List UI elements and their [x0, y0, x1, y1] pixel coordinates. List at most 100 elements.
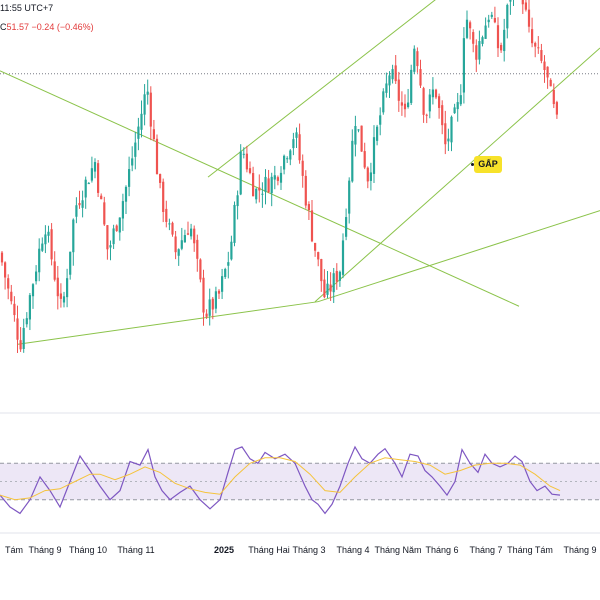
candle-body-9 — [28, 295, 31, 320]
candle-body-132 — [410, 69, 413, 103]
candle-body-168 — [521, 0, 524, 5]
x-tick-label: Tám — [5, 545, 23, 555]
candle-body-107 — [332, 273, 335, 293]
x-tick-label: 2025 — [213, 545, 235, 555]
candle-body-174 — [540, 50, 543, 61]
rsi-line — [0, 445, 561, 515]
candle-body-163 — [506, 4, 509, 29]
x-tick-label: Tháng Năm — [374, 545, 422, 555]
candle-body-98 — [304, 175, 307, 206]
candle-body-142 — [441, 105, 444, 126]
alert-badge[interactable]: GẤP — [474, 156, 502, 173]
candle-body-11 — [35, 271, 38, 282]
candle-body-117 — [363, 151, 366, 168]
x-tick-label: Tháng Tám — [507, 545, 553, 555]
candle-body-49 — [152, 129, 155, 140]
candle-body-29 — [90, 168, 93, 181]
quote-close: 51.57 — [6, 22, 30, 32]
candle-body-13 — [41, 243, 44, 251]
candle-body-147 — [456, 102, 459, 110]
candle-body-55 — [171, 222, 174, 235]
candle-body-82 — [255, 188, 258, 200]
trendline-2 — [207, 0, 436, 178]
candle-body-85 — [264, 176, 267, 192]
candle-body-19 — [59, 293, 62, 299]
candle-body-128 — [397, 79, 400, 101]
candle-body-141 — [438, 96, 441, 108]
x-tick-label: Tháng 3 — [292, 545, 326, 555]
candle-body-1 — [4, 262, 7, 278]
candle-body-133 — [413, 48, 416, 72]
candle-body-102 — [317, 252, 320, 260]
candle-body-123 — [382, 91, 385, 113]
candle-body-137 — [425, 114, 428, 116]
candle-body-67 — [208, 299, 211, 316]
candle-body-42 — [131, 158, 134, 166]
candle-body-126 — [391, 69, 394, 80]
candle-body-100 — [310, 210, 314, 242]
candle-body-80 — [248, 168, 252, 173]
trendline-3 — [314, 47, 600, 303]
candle-body-162 — [503, 29, 506, 52]
candle-body-25 — [78, 203, 81, 206]
candle-body-169 — [524, 2, 527, 10]
candle-body-90 — [279, 172, 283, 183]
candle-body-175 — [543, 61, 546, 70]
candle-body-79 — [245, 153, 248, 170]
candle-body-88 — [273, 175, 276, 180]
candle-body-59 — [183, 235, 186, 243]
candle-body-153 — [475, 45, 478, 60]
candle-body-77 — [239, 151, 242, 195]
candle-body-136 — [422, 88, 425, 115]
x-tick-label: Tháng Hai — [248, 545, 290, 555]
trendline-1 — [17, 301, 319, 345]
candle-body-84 — [261, 193, 264, 195]
quote-change: −0.24 (−0.46%) — [31, 22, 94, 32]
candle-body-177 — [549, 79, 552, 87]
candle-body-62 — [193, 228, 196, 244]
candle-body-112 — [348, 180, 351, 214]
candle-body-97 — [301, 160, 304, 176]
candle-body-27 — [84, 179, 87, 198]
candle-body-160 — [496, 25, 500, 49]
candle-body-74 — [230, 241, 233, 260]
candle-body-93 — [289, 150, 292, 160]
candle-body-33 — [103, 202, 106, 225]
candle-body-36 — [112, 228, 115, 245]
candle-body-109 — [338, 271, 341, 281]
candle-body-47 — [146, 91, 149, 95]
candle-body-0 — [0, 252, 4, 263]
candle-body-71 — [221, 276, 224, 292]
price-pane — [0, 0, 600, 353]
candle-body-63 — [196, 239, 199, 259]
candle-body-5 — [16, 318, 19, 340]
candle-body-21 — [66, 278, 69, 298]
candle-body-17 — [53, 261, 56, 280]
candle-body-115 — [357, 129, 360, 131]
candle-body-87 — [270, 176, 273, 194]
candle-body-120 — [372, 137, 376, 174]
candle-body-130 — [403, 103, 407, 110]
candle-body-31 — [97, 163, 100, 193]
candle-body-26 — [81, 200, 84, 208]
candle-body-24 — [75, 205, 78, 217]
candle-body-78 — [242, 153, 245, 155]
x-tick-label: Tháng 6 — [425, 545, 459, 555]
candle-body-161 — [500, 44, 503, 51]
candle-body-113 — [351, 140, 354, 182]
candle-body-148 — [459, 95, 462, 105]
candle-body-86 — [267, 178, 270, 193]
candle-body-131 — [407, 102, 410, 108]
candle-body-22 — [69, 251, 72, 275]
candle-body-116 — [360, 125, 363, 152]
candle-body-149 — [462, 38, 465, 93]
candle-body-155 — [481, 37, 484, 44]
candle-body-125 — [388, 75, 391, 86]
candle-body-53 — [165, 208, 168, 222]
candle-body-173 — [537, 47, 540, 49]
candle-body-70 — [217, 290, 221, 294]
x-tick-label: Tháng 11 — [117, 545, 155, 555]
candle-body-124 — [385, 83, 388, 93]
trendline-4 — [317, 210, 600, 303]
